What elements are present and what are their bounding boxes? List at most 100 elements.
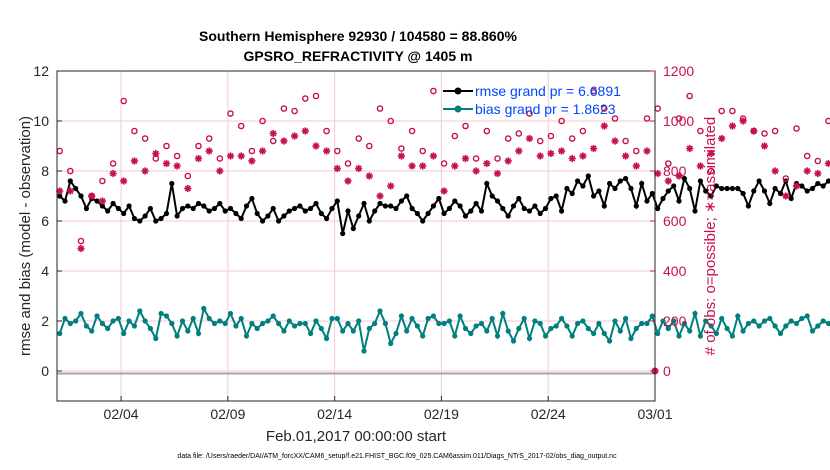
bias-point — [553, 323, 559, 329]
x-tick-label: 02/04 — [104, 406, 139, 422]
bias-point — [655, 330, 661, 337]
bias-point — [126, 318, 132, 324]
rmse-point — [163, 210, 170, 217]
bias-point — [89, 328, 95, 334]
rmse-point — [510, 203, 517, 209]
rmse-point — [724, 185, 730, 192]
x-tick-label: 02/14 — [317, 406, 352, 422]
bias-point — [398, 313, 404, 319]
y-tick-label-left: 8 — [41, 163, 49, 179]
bias-point — [804, 313, 810, 319]
rmse-point — [222, 208, 228, 214]
bias-point — [767, 315, 773, 322]
y-tick-label-right: 1000 — [663, 113, 694, 129]
possible-point — [195, 142, 202, 150]
assimilated-point — [269, 129, 277, 138]
rmse-point — [494, 198, 501, 204]
bias-point — [612, 318, 618, 324]
bias-point — [121, 330, 127, 337]
possible-point — [120, 97, 127, 105]
possible-point — [526, 110, 533, 117]
bias-point — [596, 320, 602, 327]
assimilated-point — [750, 127, 758, 135]
assimilated-point — [824, 159, 830, 168]
bias-point — [772, 323, 778, 329]
rmse-point — [340, 230, 346, 237]
possible-point — [376, 105, 384, 112]
assimilated-point — [568, 154, 576, 163]
rmse-point — [436, 195, 442, 202]
assimilated-point — [237, 152, 245, 160]
rmse-point — [286, 208, 292, 214]
possible-point — [237, 122, 245, 130]
possible-point — [536, 137, 544, 145]
bias-point — [489, 315, 495, 322]
assimilated-point — [664, 177, 672, 185]
possible-point — [825, 117, 830, 125]
assimilated-point — [611, 137, 619, 145]
assimilated-point — [365, 172, 373, 180]
bias-point — [735, 313, 741, 319]
rmse-point — [676, 198, 682, 204]
rmse-point — [313, 200, 319, 207]
bias-point — [703, 318, 709, 324]
possible-point — [269, 137, 277, 145]
assimilated-point — [280, 137, 288, 145]
bias-point — [580, 318, 586, 324]
possible-point — [205, 135, 213, 142]
bias-point — [340, 328, 346, 334]
rmse-point — [468, 208, 474, 214]
rmse-point — [179, 205, 186, 212]
rmse-point — [777, 190, 784, 197]
assimilated-point — [98, 197, 106, 205]
rmse-point — [713, 183, 720, 189]
bias-point — [179, 318, 186, 324]
rmse-point — [607, 180, 613, 187]
assimilated-point — [77, 244, 85, 253]
assimilated-point — [162, 159, 171, 168]
rmse-point — [745, 203, 752, 209]
rmse-point — [233, 210, 239, 217]
bias-point — [233, 323, 239, 329]
assimilated-point — [622, 152, 630, 160]
bias-point — [308, 330, 314, 337]
bias-point — [201, 305, 207, 312]
bias-point — [334, 315, 340, 322]
y-axis-label-right: # of obs: o=possible; ∗=assimilated — [702, 117, 719, 356]
y-tick-label-left: 6 — [41, 213, 49, 229]
rmse-point — [681, 175, 688, 182]
bias-point — [740, 328, 746, 334]
rmse-point — [276, 218, 282, 224]
bias-point — [825, 320, 830, 327]
y-tick-label-right: 200 — [663, 313, 687, 329]
bias-point — [569, 333, 575, 339]
rmse-point — [366, 218, 372, 224]
data-file-footer: data file: /Users/raeder/DAI/ATM_forcXX/… — [177, 453, 617, 460]
rmse-point — [126, 203, 132, 209]
bias-point — [270, 313, 276, 319]
assimilated-point — [739, 117, 747, 125]
rmse-point — [692, 208, 698, 214]
bias-point — [473, 323, 479, 329]
assimilated-point — [419, 162, 427, 170]
rmse-point — [585, 173, 591, 179]
bias-point — [356, 318, 362, 324]
rmse-point — [243, 203, 250, 209]
bias-point — [73, 318, 79, 324]
rmse-point — [302, 208, 308, 214]
bias-point — [404, 328, 410, 334]
assimilated-point — [536, 152, 544, 160]
rmse-point — [404, 193, 410, 199]
possible-point — [173, 152, 181, 160]
rmse-point — [820, 183, 826, 189]
rmse-point — [537, 210, 543, 217]
bias-point — [532, 318, 538, 324]
rmse-point — [591, 193, 597, 199]
bias-point — [195, 330, 202, 337]
x-tick-label: 02/19 — [424, 406, 459, 422]
possible-point — [163, 142, 170, 150]
rmse-point — [350, 225, 356, 232]
bias-point — [494, 333, 501, 339]
possible-point — [771, 127, 779, 135]
rmse-point — [473, 200, 479, 207]
